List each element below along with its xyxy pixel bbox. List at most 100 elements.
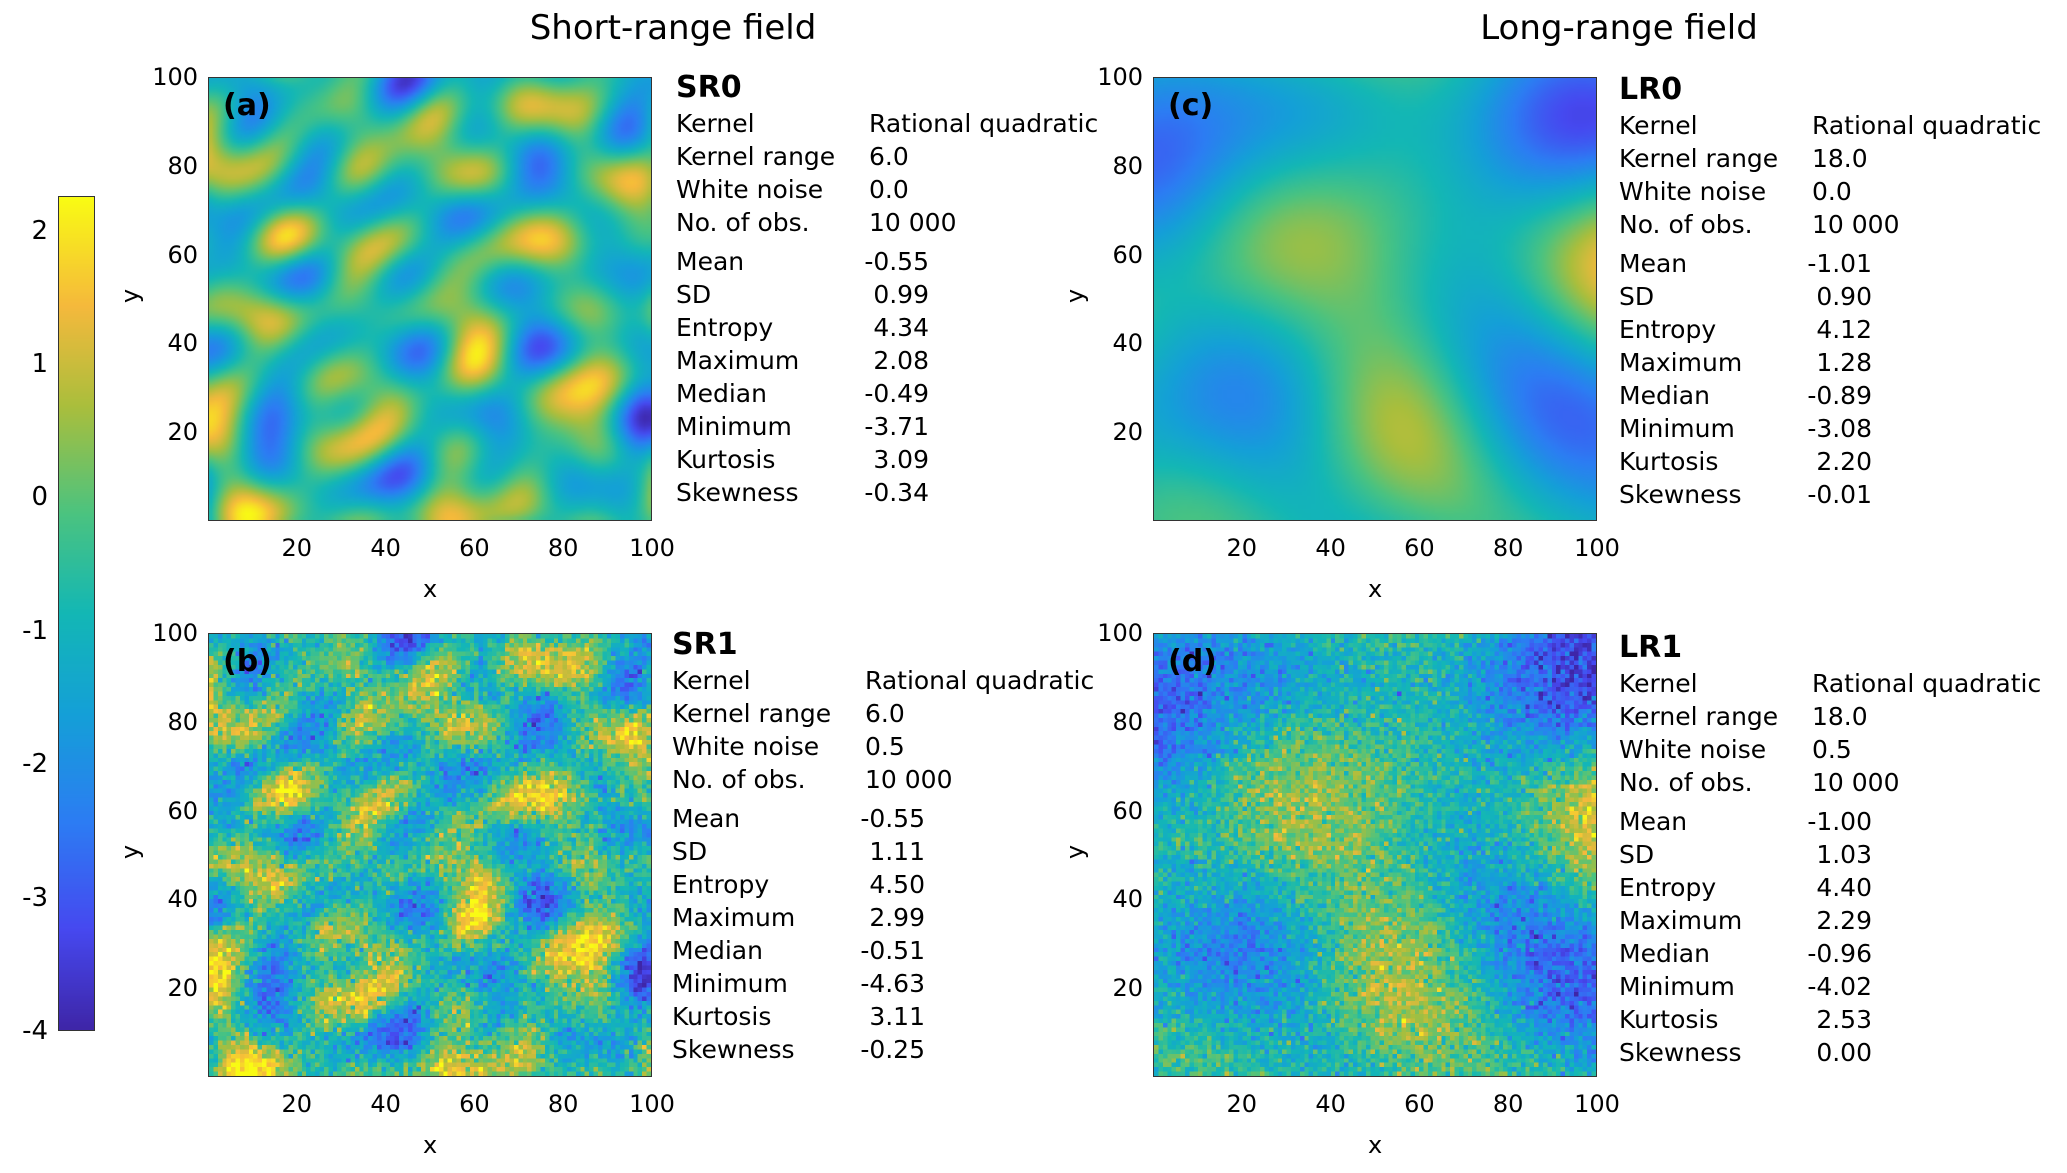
stat-row: Mean -1.01 (1619, 247, 1872, 280)
y-tick-label: 80 (167, 707, 198, 736)
stat-row: Minimum -4.02 (1619, 970, 1872, 1003)
x-tick-label: 20 (1226, 1090, 1258, 1118)
stat-row: Entropy 4.50 (672, 868, 925, 901)
stat-value: 4.50 (869, 870, 925, 899)
stat-row: Median -0.96 (1619, 937, 1872, 970)
stat-value: -0.55 (864, 247, 929, 276)
stat-value: -0.25 (860, 1035, 925, 1064)
x-tick-label: 100 (1574, 1090, 1620, 1118)
stat-label: Skewness (1619, 480, 1742, 509)
stat-row: Skewness 0.00 (1619, 1036, 1872, 1069)
stat-label: SD (676, 280, 712, 309)
stat-value: -3.71 (864, 412, 929, 441)
stat-value: 6.0 (869, 142, 909, 171)
stat-label: No. of obs. (672, 765, 806, 794)
stat-value: 0.0 (1812, 177, 1852, 206)
y-tick-label: 80 (1112, 707, 1143, 736)
stat-row: Maximum 1.28 (1619, 346, 1872, 379)
stat-value: 1.11 (869, 837, 925, 866)
y-tick-label: 60 (167, 796, 198, 825)
y-axis-label: y (1061, 288, 1090, 304)
colorbar-tick-label: -1 (22, 615, 48, 646)
stat-label: Kernel (1619, 669, 1698, 698)
stat-row: Kernel range 6.0 (672, 697, 905, 730)
stat-value: Rational quadratic (1812, 111, 2042, 140)
stat-label: Kurtosis (1619, 1005, 1719, 1034)
heatmap-cells (209, 78, 651, 520)
stat-label: Median (1619, 939, 1710, 968)
stat-value: 2.99 (869, 903, 925, 932)
heatmap-sr0: (a) (208, 77, 652, 521)
stat-row: Maximum 2.08 (676, 344, 929, 377)
y-tick-label: 100 (1097, 619, 1143, 647)
stat-label: SD (1619, 840, 1655, 869)
stat-label: Minimum (1619, 414, 1735, 443)
stat-label: Skewness (672, 1035, 795, 1064)
x-axis-label: x (423, 1131, 438, 1159)
field-name: LR0 (1619, 72, 1683, 107)
stat-value: -0.01 (1807, 480, 1872, 509)
stat-value: 10 000 (1812, 210, 1900, 239)
stat-value: -4.63 (860, 969, 925, 998)
y-tick-label: 40 (1112, 329, 1143, 358)
stat-label: Kurtosis (672, 1002, 772, 1031)
colorbar-tick-label: 0 (31, 482, 48, 513)
stat-label: Maximum (676, 346, 800, 375)
stat-row: Kernel Rational quadratic (1619, 667, 2041, 700)
panel-tag: (b) (223, 644, 272, 679)
x-tick-label: 40 (370, 1090, 401, 1118)
stat-label: Mean (1619, 249, 1688, 278)
stat-row: Kernel range 6.0 (676, 140, 909, 173)
stat-value: Rational quadratic (869, 109, 1099, 138)
stat-row: Kernel range 18.0 (1619, 142, 1868, 175)
y-axis-label: y (1061, 844, 1090, 860)
stat-label: No. of obs. (1619, 768, 1753, 797)
stat-label: Kernel (1619, 111, 1698, 140)
stat-row: No. of obs. 10 000 (1619, 766, 1899, 799)
y-tick-label: 60 (1112, 796, 1143, 825)
field-name: SR1 (672, 627, 738, 662)
stat-row: Mean -0.55 (676, 245, 929, 278)
x-tick-label: 40 (1315, 1090, 1346, 1118)
stat-value: 2.53 (1816, 1005, 1872, 1034)
stat-value: 4.40 (1816, 873, 1872, 902)
stat-label: Entropy (1619, 315, 1717, 344)
x-tick-label: 20 (281, 1090, 313, 1118)
colorbar-tick-label: -3 (22, 882, 48, 913)
stat-value: 18.0 (1812, 702, 1868, 731)
stat-value: -0.55 (860, 804, 925, 833)
x-tick-label: 80 (1492, 534, 1524, 562)
stat-label: Minimum (672, 969, 788, 998)
stat-label: White noise (672, 732, 820, 761)
stat-row: No. of obs. 10 000 (1619, 208, 1899, 241)
y-tick-label: 60 (167, 240, 198, 269)
stat-label: Median (1619, 381, 1710, 410)
stat-row: SD 1.03 (1619, 838, 1872, 871)
stats-table-sr0: SR0 Kernel Rational quadratic Kernel range 6… (676, 70, 1098, 509)
short-range-title: Short-range field (529, 8, 817, 48)
stat-value: -0.51 (860, 936, 925, 965)
stat-value: 18.0 (1812, 144, 1868, 173)
stat-label: Minimum (1619, 972, 1735, 1001)
stat-row: White noise 0.5 (672, 730, 905, 763)
x-tick-label: 60 (1404, 1090, 1435, 1118)
stats-table-sr1: SR1 Kernel Rational quadratic Kernel range 6… (672, 627, 1094, 1066)
y-tick-label: 80 (1112, 151, 1143, 180)
heatmap-sr1: (b) (208, 633, 652, 1077)
stat-row: Minimum -3.71 (676, 410, 929, 443)
stat-row: Kurtosis 2.20 (1619, 445, 1872, 478)
stat-row: SD 0.99 (676, 278, 929, 311)
stat-row: No. of obs. 10 000 (676, 206, 956, 239)
stats-table-lr1: LR1 Kernel Rational quadratic Kernel range 1… (1619, 630, 2041, 1069)
stat-label: Maximum (672, 903, 796, 932)
x-tick-label: 80 (1492, 1090, 1524, 1118)
x-tick-label: 100 (629, 1090, 675, 1118)
stat-label: Skewness (676, 478, 799, 507)
x-tick-label: 40 (370, 534, 401, 562)
stat-label: Maximum (1619, 906, 1743, 935)
stat-value: 1.28 (1816, 348, 1872, 377)
stat-label: Mean (676, 247, 745, 276)
stat-label: Kernel (672, 666, 751, 695)
stat-value: -0.96 (1807, 939, 1872, 968)
x-tick-label: 60 (459, 1090, 490, 1118)
